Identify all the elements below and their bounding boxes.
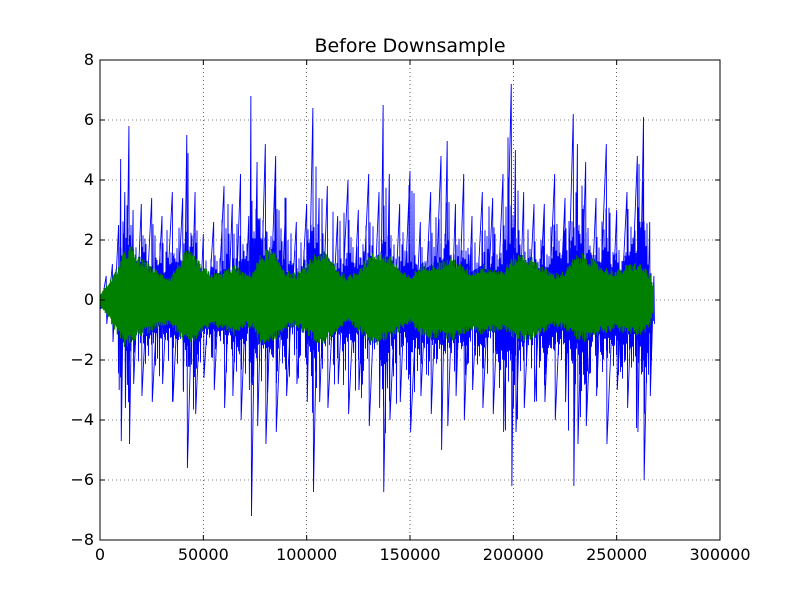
- axis-ticks: [99, 59, 721, 541]
- tick-labels: 0 50000 100000 150000 200000 250000 300000 −8 −6…: [70, 50, 750, 564]
- x-tick-label: 100000: [276, 545, 337, 564]
- y-tick-label: 8: [84, 50, 94, 69]
- x-tick-label: 0: [95, 545, 105, 564]
- y-tick-label: −4: [70, 410, 94, 429]
- x-tick-label: 200000: [483, 545, 544, 564]
- plot-area: [99, 83, 655, 517]
- y-tick-label: 4: [84, 170, 94, 189]
- y-tick-label: −2: [70, 350, 94, 369]
- y-tick-label: 0: [84, 290, 94, 309]
- chart-title: Before Downsample: [314, 35, 505, 57]
- x-tick-label: 300000: [689, 545, 750, 564]
- y-tick-label: 6: [84, 110, 94, 129]
- y-tick-label: 2: [84, 230, 94, 249]
- x-tick-label: 250000: [586, 545, 647, 564]
- series-green-line: [99, 246, 655, 347]
- x-tick-label: 150000: [379, 545, 440, 564]
- y-tick-label: −8: [70, 530, 94, 549]
- y-tick-label: −6: [70, 470, 94, 489]
- x-tick-label: 50000: [178, 545, 229, 564]
